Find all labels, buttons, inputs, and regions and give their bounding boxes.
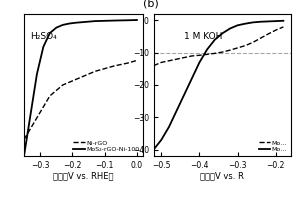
Legend: Ni-rGO, MoS₂-rGO-Ni-100: Ni-rGO, MoS₂-rGO-Ni-100 bbox=[73, 140, 140, 153]
Legend: Mo…, Mo…: Mo…, Mo… bbox=[258, 140, 288, 153]
X-axis label: 电位（V vs. RHE）: 电位（V vs. RHE） bbox=[53, 171, 114, 180]
Text: (b): (b) bbox=[143, 0, 158, 8]
Text: 1 M KOH: 1 M KOH bbox=[184, 32, 222, 41]
X-axis label: 电位（V vs. R: 电位（V vs. R bbox=[200, 171, 244, 180]
Text: H₂SO₄: H₂SO₄ bbox=[30, 32, 57, 41]
